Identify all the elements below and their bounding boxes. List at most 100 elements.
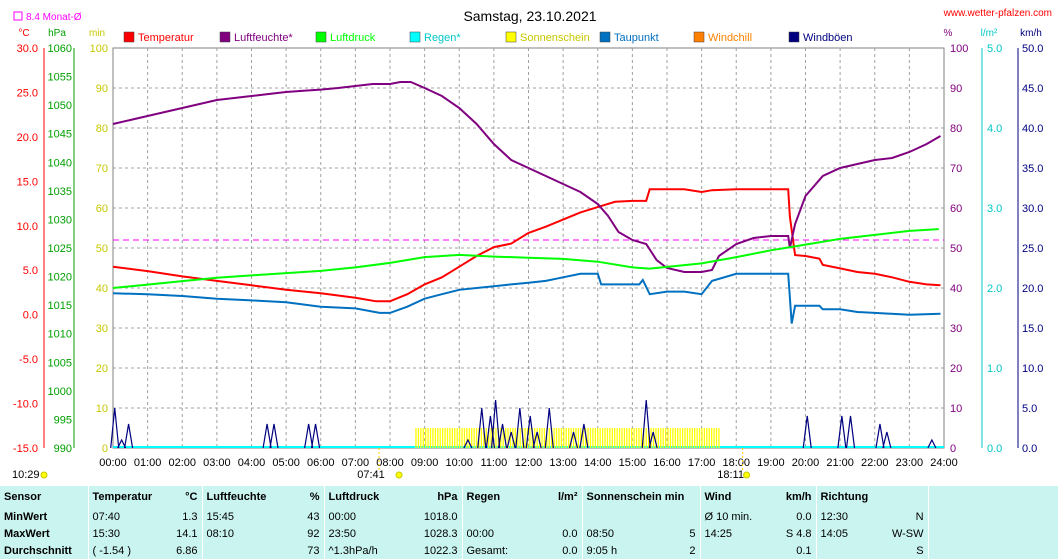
weather-chart: 30.0 25.0 20.0 15.0 10.0 5.0 0.0 -5.0 -10.0 -15.0… [12, 8, 1052, 481]
axis-unit-temp: °C [18, 28, 29, 39]
x-tick-label: 11:00 [481, 457, 508, 469]
tick-label-pressure: 1055 [48, 72, 72, 84]
tick-label-rain: 1.0 [987, 363, 1002, 375]
x-tick-label: 07:00 [342, 457, 370, 469]
tick-label-sun-min: 20 [96, 363, 108, 375]
stats-ld-time: ^1.3hPa/h [323, 542, 394, 559]
wind-gust-mark [477, 407, 487, 449]
legend-label: Windchill [708, 32, 752, 44]
tick-label-wind: 5.0 [1022, 403, 1037, 415]
tick-label-wind: 30.0 [1022, 203, 1043, 215]
tick-label-sun-min: 100 [90, 43, 108, 55]
tick-label-pressure: 1030 [48, 214, 72, 226]
tick-label-pressure: 1060 [48, 43, 72, 55]
footer-sun-icon [40, 471, 48, 479]
legend-swatch [505, 31, 517, 43]
tick-label-humidity: 70 [950, 163, 962, 175]
tick-label-temp: -15.0 [13, 443, 38, 455]
stats-sun-value: 2 [689, 544, 696, 557]
tick-label-wind: 40.0 [1022, 123, 1043, 135]
tick-label-sun-min: 10 [96, 403, 108, 415]
legend-swatch [315, 31, 327, 43]
tick-label-sun-min: 80 [96, 123, 108, 135]
legend-label: Regen* [424, 32, 461, 44]
series-line-luftfeuchte [112, 81, 942, 273]
x-tick-label: 01:00 [134, 457, 162, 469]
stats-regen-time: 00:00 [461, 525, 530, 542]
tick-label-sun-min: 40 [96, 283, 108, 295]
x-tick-label: 19:00 [757, 457, 785, 469]
tick-label-wind: 45.0 [1022, 83, 1043, 95]
tick-label-humidity: 10 [950, 403, 962, 415]
stats-regen-value: 0.0 [562, 544, 578, 557]
stats-lf-value: 73 [307, 544, 320, 557]
tick-label-wind: 35.0 [1022, 163, 1043, 175]
legend-label: Taupunkt [614, 32, 659, 44]
stats-header-regen-unit: l/m² [557, 491, 578, 503]
stats-row-avg: Durchschnitt ( -1.54 ) 6.86 73 ^1.3hPa/h… [0, 542, 1058, 559]
series-line-taupunkt [112, 272, 941, 324]
stats-lf-value: 43 [307, 510, 320, 523]
tick-label-wind: 15.0 [1022, 323, 1043, 335]
wind-gust-mark [544, 407, 554, 449]
stats-lf-value: 92 [307, 527, 320, 540]
sunset-sun-icon [743, 471, 751, 479]
wind-gust-mark [491, 399, 501, 449]
stats-regen-time [461, 508, 530, 525]
tick-label-temp: -5.0 [19, 354, 38, 366]
stats-dir-value: N [915, 510, 924, 523]
tick-label-pressure: 990 [54, 443, 72, 455]
stats-dir-time [815, 542, 877, 559]
legend-swatch [219, 31, 231, 43]
wind-gust-mark [875, 423, 885, 449]
x-tick-label: 13:00 [549, 457, 577, 469]
stats-sun-value: 5 [689, 527, 696, 540]
stats-ld-value: 1028.3 [423, 527, 458, 540]
sunrise-time: 07:41 [357, 469, 385, 481]
site-link[interactable]: www.wetter-pfalzen.com [943, 8, 1052, 19]
tick-label-rain: 4.0 [987, 123, 1002, 135]
stats-wind-value: 0.1 [796, 544, 812, 557]
stats-header-sensor: Sensor [4, 491, 42, 503]
footer-time: 10:29 [12, 469, 40, 481]
wind-gust-mark [648, 431, 658, 449]
x-tick-label: 20:00 [792, 457, 820, 469]
wind-gust-mark [117, 438, 127, 449]
stats-wind-value: 0.0 [796, 510, 812, 523]
x-tick-label: 09:00 [411, 457, 439, 469]
stats-header-luftfeuchte: Luftfeuchte [201, 486, 274, 508]
stats-header-regen: Regen [461, 486, 530, 508]
monthly-avg-label: 8.4 Monat-Ø [26, 12, 82, 23]
left-axes: 30.0 25.0 20.0 15.0 10.0 5.0 0.0 -5.0 -10.0 -15.0… [13, 28, 108, 455]
x-tick-label: 22:00 [861, 457, 889, 469]
axis-unit-sun-min: min [89, 28, 105, 39]
axis-unit-rain: l/m² [981, 28, 998, 39]
tick-label-pressure: 1050 [48, 100, 72, 112]
legend-swatch [123, 31, 135, 43]
x-tick-label: 10:00 [445, 457, 473, 469]
tick-label-pressure: 1040 [48, 157, 72, 169]
x-tick-label: 12:00 [515, 457, 543, 469]
tick-label-sun-min: 0 [102, 443, 108, 455]
legend-swatch [788, 31, 800, 43]
tick-label-sun-min: 60 [96, 203, 108, 215]
stats-row-min: MinWert 07:40 1.3 15:45 43 00:00 1018.0 … [0, 508, 1058, 525]
x-tick-label: 08:00 [376, 457, 404, 469]
tick-label-temp: 10.0 [17, 221, 38, 233]
wind-gust-mark [579, 423, 589, 449]
right-axes: 1009080706050403020100%5.04.03.02.01.00.… [944, 28, 1044, 455]
stats-dir-value: W-SW [891, 527, 924, 540]
tick-label-sun-min: 70 [96, 163, 108, 175]
x-axis: 00:00 01:00 02:00 03:00 04:00 05:00 06:00 07:00… [99, 448, 958, 481]
stats-ld-time: 23:50 [323, 525, 394, 542]
tick-label-sun-min: 90 [96, 83, 108, 95]
tick-label-temp: 5.0 [23, 265, 38, 277]
tick-label-temp: -10.0 [13, 399, 38, 411]
stats-row-max: MaxWert 15:30 14.1 08:10 92 23:50 1028.3… [0, 525, 1058, 542]
stats-temp-time: 07:40 [87, 508, 158, 525]
x-tick-label: 03:00 [203, 457, 231, 469]
wind-gust-mark [641, 399, 651, 449]
tick-label-rain: 5.0 [987, 43, 1002, 55]
axis-unit-wind: km/h [1020, 28, 1042, 39]
stats-sun-value [660, 508, 700, 525]
